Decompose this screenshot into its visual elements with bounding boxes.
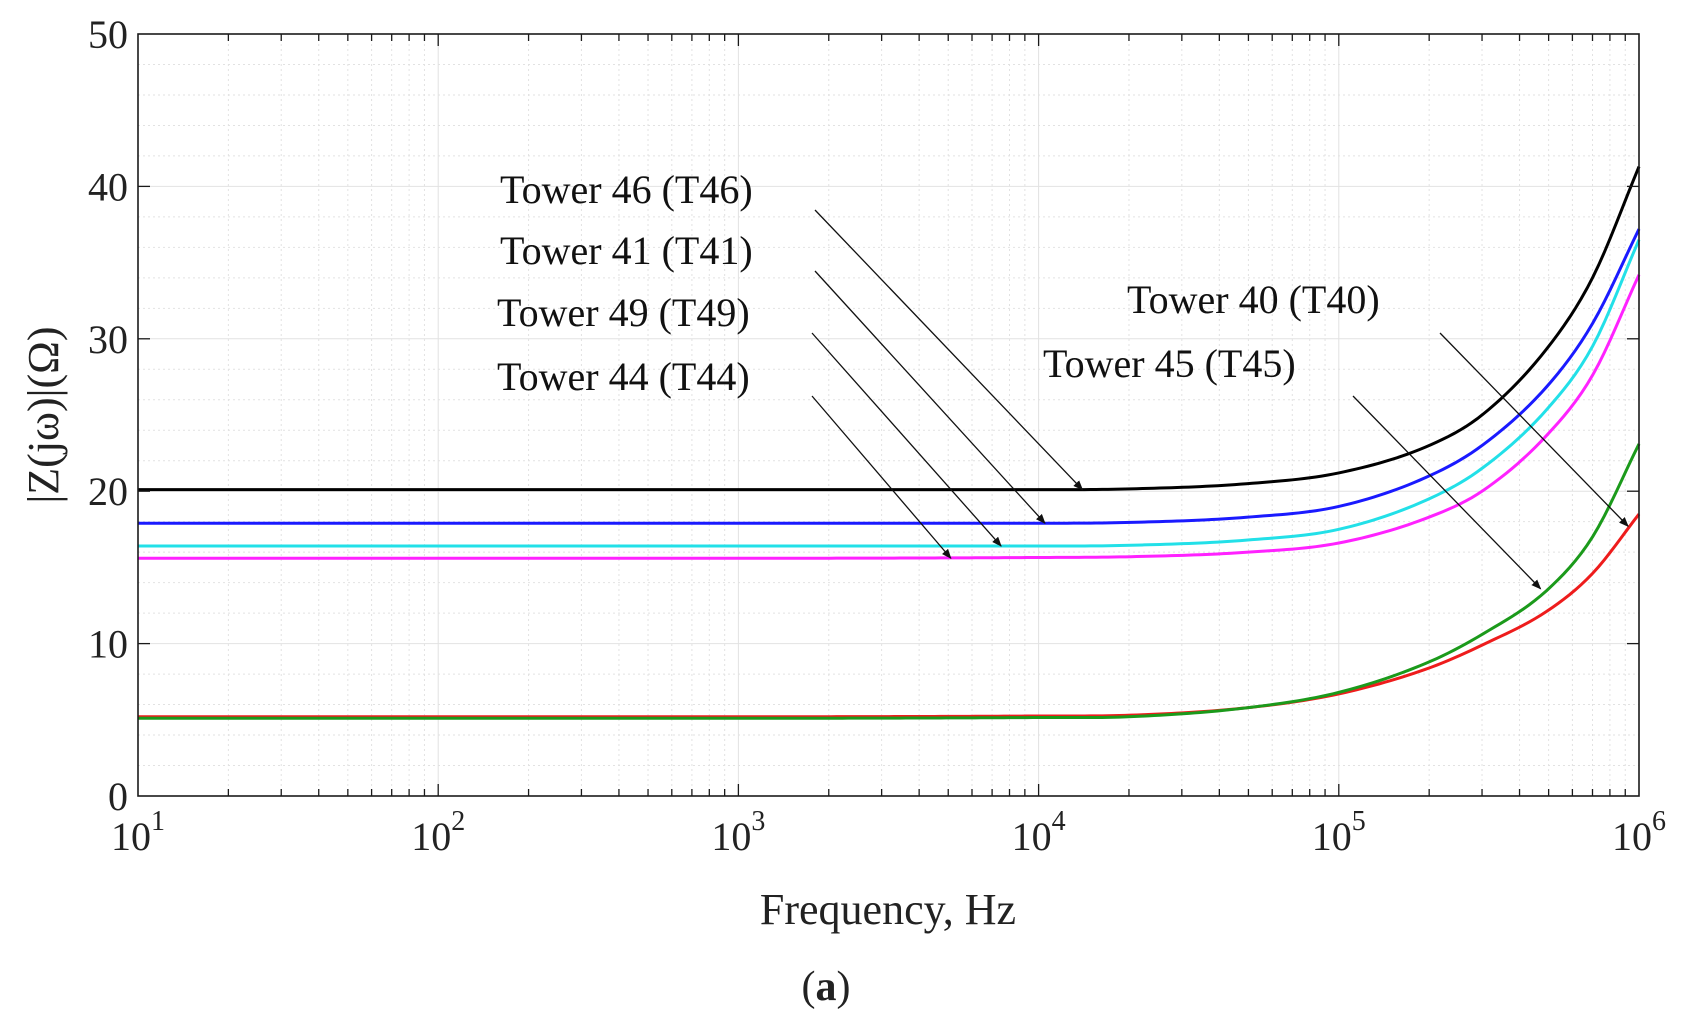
series-layer	[138, 166, 1641, 720]
x-tick-exponent: 4	[1052, 806, 1066, 837]
caption-open-paren: (	[802, 964, 816, 1010]
x-tick-base: 10	[111, 814, 151, 859]
plot-frame	[137, 33, 1640, 797]
y-tick-label: 50	[88, 12, 128, 57]
x-tick-label: 101	[111, 806, 165, 859]
x-tick-base: 10	[711, 814, 751, 859]
x-tick-label: 106	[1612, 806, 1666, 859]
annotation-label-tower-44-t44: Tower 44 (T44)	[497, 354, 750, 399]
annotation-arrow-tower-46-t46	[814, 209, 1084, 491]
x-tick-label: 105	[1312, 806, 1366, 859]
y-tick-label: 40	[88, 164, 128, 209]
y-axis-label: |Z(jω)|(Ω)	[19, 327, 68, 504]
x-tick-exponent: 3	[751, 806, 765, 837]
y-tick-label: 30	[88, 317, 128, 362]
series-line-tower-49-t49	[138, 239, 1641, 548]
series-line-tower-40-t40	[138, 513, 1641, 719]
series-line-tower-46-t46	[138, 166, 1641, 492]
plot-background	[138, 34, 1639, 796]
caption-close-paren: )	[837, 964, 851, 1010]
annotation-label-tower-49-t49: Tower 49 (T49)	[497, 290, 750, 335]
annotation-label-tower-46-t46: Tower 46 (T46)	[500, 167, 753, 212]
x-tick-exponent: 2	[451, 806, 465, 837]
figure-caption: (a)	[802, 964, 851, 1010]
grid	[138, 34, 1639, 796]
annotation-arrow-tower-41-t41	[814, 270, 1046, 524]
caption-letter: a	[816, 964, 837, 1010]
y-tick-label: 20	[88, 469, 128, 514]
annotation-label-tower-40-t40: Tower 40 (T40)	[1127, 277, 1380, 322]
series-line-tower-41-t41	[138, 228, 1641, 525]
x-tick-exponent: 6	[1652, 806, 1666, 837]
x-tick-base: 10	[411, 814, 451, 859]
annotations: Tower 46 (T46) Tower 41 (T41) Tower 49 (T4…	[497, 167, 1629, 590]
annotation-arrow-tower-40-t40	[1439, 332, 1629, 527]
series-line-tower-45-t45	[138, 443, 1641, 720]
y-tick-label: 10	[88, 622, 128, 667]
x-tick-exponent: 1	[151, 806, 165, 837]
x-tick-label: 103	[711, 806, 765, 859]
annotation-arrow-tower-45-t45	[1352, 395, 1542, 590]
x-tick-base: 10	[1012, 814, 1052, 859]
annotation-arrow-tower-44-t44	[811, 395, 952, 560]
annotation-label-tower-41-t41: Tower 41 (T41)	[500, 228, 753, 273]
x-tick-label: 102	[411, 806, 465, 859]
x-tick-exponent: 5	[1352, 806, 1366, 837]
series-line-tower-44-t44	[138, 274, 1641, 560]
annotation-arrow-tower-49-t49	[811, 332, 1002, 547]
annotation-label-tower-45-t45: Tower 45 (T45)	[1043, 341, 1296, 386]
y-tick-label: 0	[108, 774, 128, 819]
x-tick-base: 10	[1312, 814, 1352, 859]
x-tick-base: 10	[1612, 814, 1652, 859]
x-tick-label: 104	[1012, 806, 1066, 859]
x-axis-label: Frequency, Hz	[760, 885, 1016, 934]
